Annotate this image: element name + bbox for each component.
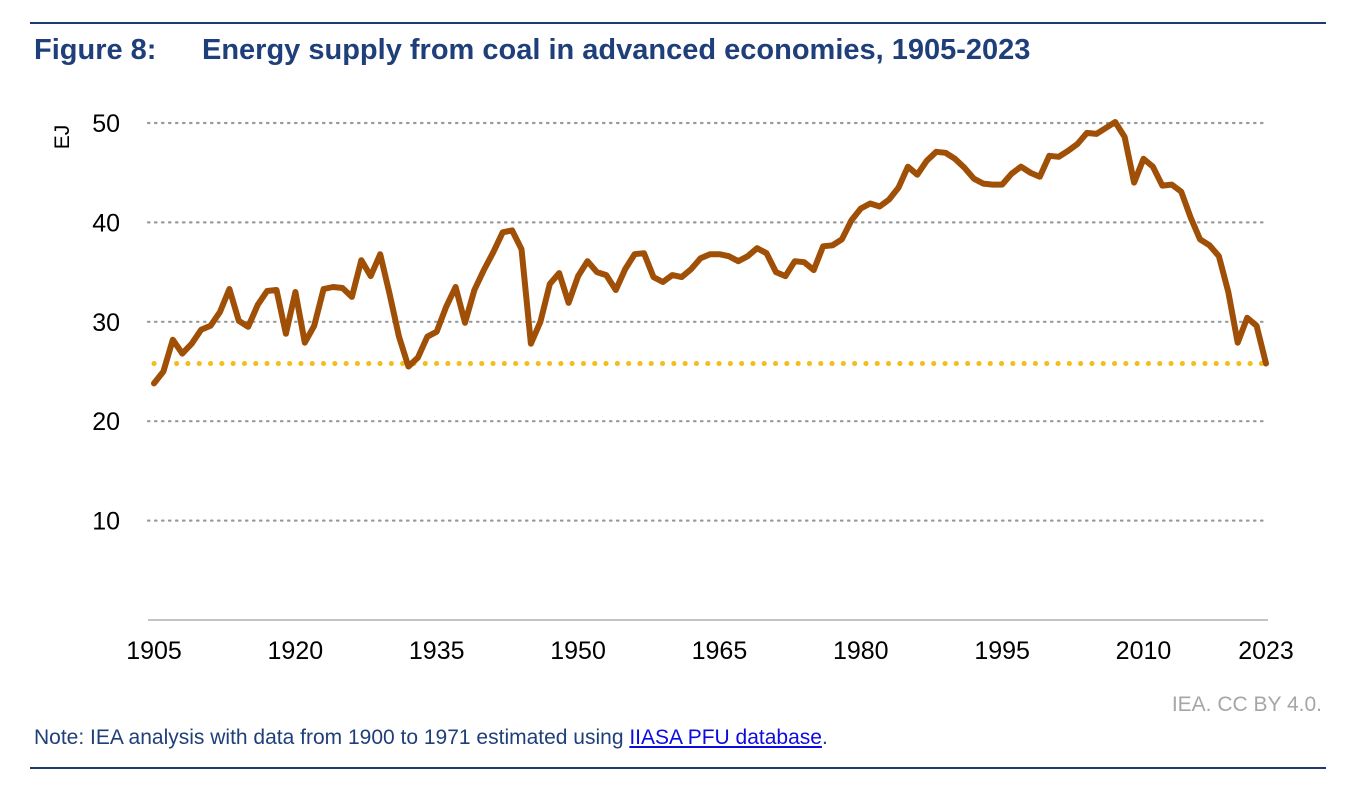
x-tick-label: 2023 xyxy=(1238,637,1294,665)
x-tick-label: 1965 xyxy=(692,637,748,665)
x-tick-label: 1920 xyxy=(268,637,324,665)
series-line-coal xyxy=(151,119,1269,387)
y-axis-label: EJ xyxy=(51,125,74,150)
x-tick-labels: 1905 1920 1935 1950 1965 1980 1995 2010 2023 xyxy=(126,637,1294,665)
x-tick-label: 1950 xyxy=(550,637,606,665)
y-tick-label: 50 xyxy=(92,110,120,138)
iiasa-pfu-database-link[interactable]: IIASA PFU database xyxy=(629,726,822,749)
figure-label: Figure 8: xyxy=(34,34,157,66)
x-tick-label: 1935 xyxy=(409,637,465,665)
note: Note: IEA analysis with data from 1900 t… xyxy=(34,726,828,750)
y-tick-labels: 10 20 30 40 50 xyxy=(92,110,120,536)
x-tick-label: 1980 xyxy=(833,637,889,665)
y-tick-label: 40 xyxy=(92,209,120,237)
top-rule xyxy=(30,22,1326,24)
credit-text: IEA. CC BY 4.0. xyxy=(1171,693,1322,716)
y-tick-label: 30 xyxy=(92,309,120,337)
figure-title-row: Figure 8: Energy supply from coal in adva… xyxy=(34,34,1030,67)
note-suffix: . xyxy=(821,726,828,749)
x-tick-label: 2010 xyxy=(1116,637,1172,665)
y-tick-label: 20 xyxy=(92,408,120,436)
y-tick-label: 10 xyxy=(92,508,120,536)
bottom-rule xyxy=(30,767,1326,769)
grid-lines xyxy=(146,121,1270,522)
x-tick-label: 1995 xyxy=(974,637,1030,665)
note-prefix: Note: IEA analysis with data from 1900 t… xyxy=(34,726,630,749)
x-tick-label: 1905 xyxy=(126,637,182,665)
figure-title: Energy supply from coal in advanced econ… xyxy=(202,34,1031,66)
